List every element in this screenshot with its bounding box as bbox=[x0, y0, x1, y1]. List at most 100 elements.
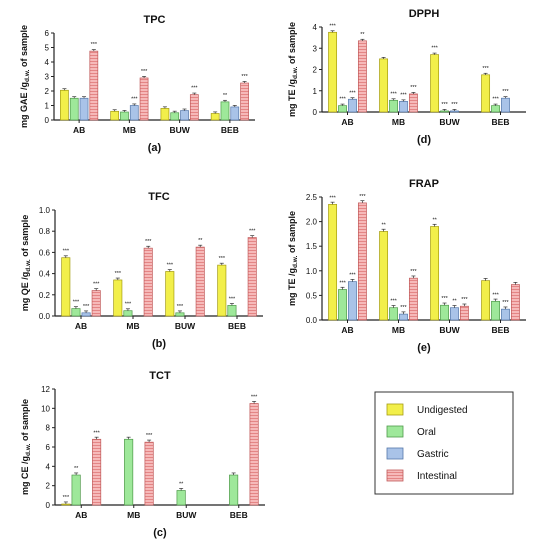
tfc-y-tick-label: 0.0 bbox=[39, 312, 51, 321]
frap-y-tick-label: 2.0 bbox=[306, 218, 318, 227]
tct-y-tick-label: 4 bbox=[46, 462, 51, 471]
tct-significance-label: *** bbox=[146, 433, 153, 439]
dpph-x-tick-label: BEB bbox=[492, 117, 510, 127]
tfc-significance-label: *** bbox=[177, 304, 184, 310]
dpph-y-tick-label: 4 bbox=[313, 23, 318, 32]
tfc-bar-undigested bbox=[113, 279, 123, 317]
dpph-panel-label: (d) bbox=[417, 134, 431, 146]
dpph-significance-label: *** bbox=[390, 91, 397, 97]
frap-x-tick-label: MB bbox=[392, 325, 405, 335]
tfc-bar-oral bbox=[175, 312, 185, 317]
legend-label: Intestinal bbox=[417, 471, 457, 482]
tpc-bar-undigested bbox=[110, 110, 120, 121]
dpph-bar-oral bbox=[389, 99, 398, 113]
tfc-bar-undigested bbox=[165, 271, 175, 317]
frap-y-tick-label: 1.0 bbox=[306, 267, 318, 276]
dpph-bar-gastric bbox=[450, 110, 459, 113]
frap-bar-intestinal bbox=[510, 284, 520, 321]
tfc-x-tick-label: BUW bbox=[175, 321, 196, 331]
frap-panel-label: (e) bbox=[417, 342, 431, 354]
tpc-y-tick-label: 0 bbox=[45, 116, 50, 125]
tfc-bar-intestinal bbox=[247, 237, 257, 317]
tfc-significance-label: *** bbox=[115, 271, 122, 277]
tct-significance-label: *** bbox=[63, 495, 70, 501]
tpc-significance-label: *** bbox=[91, 42, 98, 48]
frap-x-tick-label: BUW bbox=[439, 325, 460, 335]
tpc-y-tick-label: 2 bbox=[45, 87, 50, 96]
tpc-significance-label: *** bbox=[131, 97, 138, 103]
tct-title: TCT bbox=[149, 370, 171, 382]
tpc-bar-undigested bbox=[210, 113, 220, 121]
tct-y-tick-label: 0 bbox=[46, 501, 51, 510]
tfc-y-label-tail: of sample bbox=[20, 215, 30, 260]
frap-significance-label: *** bbox=[339, 280, 346, 286]
frap-bar-gastric bbox=[399, 313, 408, 321]
tpc-panel: TPC 0 1 2 3 4 5 6 mg GAE /gd.w. of sample AB *** MB… bbox=[19, 14, 255, 154]
dpph-y-label-main: mg TE /g bbox=[287, 79, 297, 117]
tpc-x-tick-label: BUW bbox=[169, 125, 190, 135]
tct-bar-intestinal bbox=[249, 403, 259, 506]
frap-x-tick-label: AB bbox=[341, 325, 353, 335]
tpc-significance-label: ** bbox=[223, 93, 228, 99]
tpc-bar-gastric bbox=[79, 97, 89, 121]
tfc-significance-label: *** bbox=[145, 239, 152, 245]
tpc-x-tick-label: BEB bbox=[221, 125, 239, 135]
frap-significance-label: ** bbox=[452, 299, 457, 305]
tfc-y-tick-label: 0.6 bbox=[39, 248, 51, 257]
frap-y-axis-label: mg TE /gd.w. of sample bbox=[287, 211, 299, 306]
frap-bar-intestinal bbox=[357, 202, 367, 321]
tpc-bar-undigested bbox=[160, 108, 170, 121]
frap-bar-oral bbox=[389, 307, 398, 321]
tpc-significance-label: *** bbox=[141, 69, 148, 75]
dpph-bar-oral bbox=[440, 110, 449, 113]
frap-bar-intestinal bbox=[459, 305, 469, 321]
frap-significance-label: ** bbox=[432, 218, 437, 224]
frap-significance-label: *** bbox=[400, 305, 407, 311]
tpc-x-tick-label: MB bbox=[123, 125, 136, 135]
dpph-y-label-sub: d.w. bbox=[292, 66, 299, 79]
tfc-bar-gastric bbox=[81, 312, 91, 317]
frap-y-label-tail: of sample bbox=[287, 211, 297, 256]
tct-x-tick-label: MB bbox=[127, 510, 140, 520]
dpph-y-axis-label: mg TE /gd.w. of sample bbox=[287, 22, 299, 117]
frap-bar-gastric bbox=[501, 308, 510, 321]
tfc-bar-intestinal bbox=[143, 247, 153, 317]
dpph-y-label-tail: of sample bbox=[287, 22, 297, 67]
dpph-significance-label: *** bbox=[441, 102, 448, 108]
frap-y-tick-label: 1.5 bbox=[306, 242, 318, 251]
legend-label: Gastric bbox=[417, 449, 449, 460]
tfc-y-label-sub: d.w. bbox=[25, 259, 32, 272]
tct-bar-intestinal bbox=[92, 438, 102, 506]
tfc-significance-label: *** bbox=[167, 262, 174, 268]
tfc-y-tick-label: 0.8 bbox=[39, 227, 51, 236]
tpc-bar-gastric bbox=[129, 105, 139, 121]
dpph-y-tick-label: 1 bbox=[313, 87, 318, 96]
tfc-significance-label: *** bbox=[219, 256, 226, 262]
frap-y-tick-label: 0.5 bbox=[306, 291, 318, 300]
tfc-significance-label: *** bbox=[93, 282, 100, 288]
tpc-significance-label: *** bbox=[191, 86, 198, 92]
frap-y-label-main: mg TE /g bbox=[287, 268, 297, 306]
tpc-bar-oral bbox=[120, 111, 129, 121]
legend-swatch-oral bbox=[386, 425, 404, 438]
tpc-panel-label: (a) bbox=[148, 142, 162, 154]
tpc-y-axis-label: mg GAE /gd.w. of sample bbox=[19, 25, 31, 128]
frap-bar-undigested bbox=[379, 231, 389, 321]
tct-x-tick-label: AB bbox=[75, 510, 87, 520]
tfc-bar-intestinal bbox=[91, 290, 101, 317]
frap-bar-oral bbox=[338, 289, 347, 321]
tfc-bar-undigested bbox=[217, 264, 227, 317]
dpph-significance-label: *** bbox=[492, 97, 499, 103]
tpc-bar-oral bbox=[220, 101, 230, 121]
tfc-significance-label: *** bbox=[229, 296, 236, 302]
tfc-x-tick-label: MB bbox=[126, 321, 139, 331]
dpph-significance-label: *** bbox=[329, 23, 336, 29]
tpc-bar-oral bbox=[170, 112, 180, 121]
tfc-y-tick-label: 1.0 bbox=[39, 206, 51, 215]
tct-y-label-main: mg CE /g bbox=[20, 456, 30, 495]
frap-significance-label: *** bbox=[390, 299, 397, 305]
frap-bar-oral bbox=[440, 304, 449, 321]
frap-bar-undigested bbox=[481, 280, 491, 321]
dpph-bar-undigested bbox=[328, 31, 338, 113]
